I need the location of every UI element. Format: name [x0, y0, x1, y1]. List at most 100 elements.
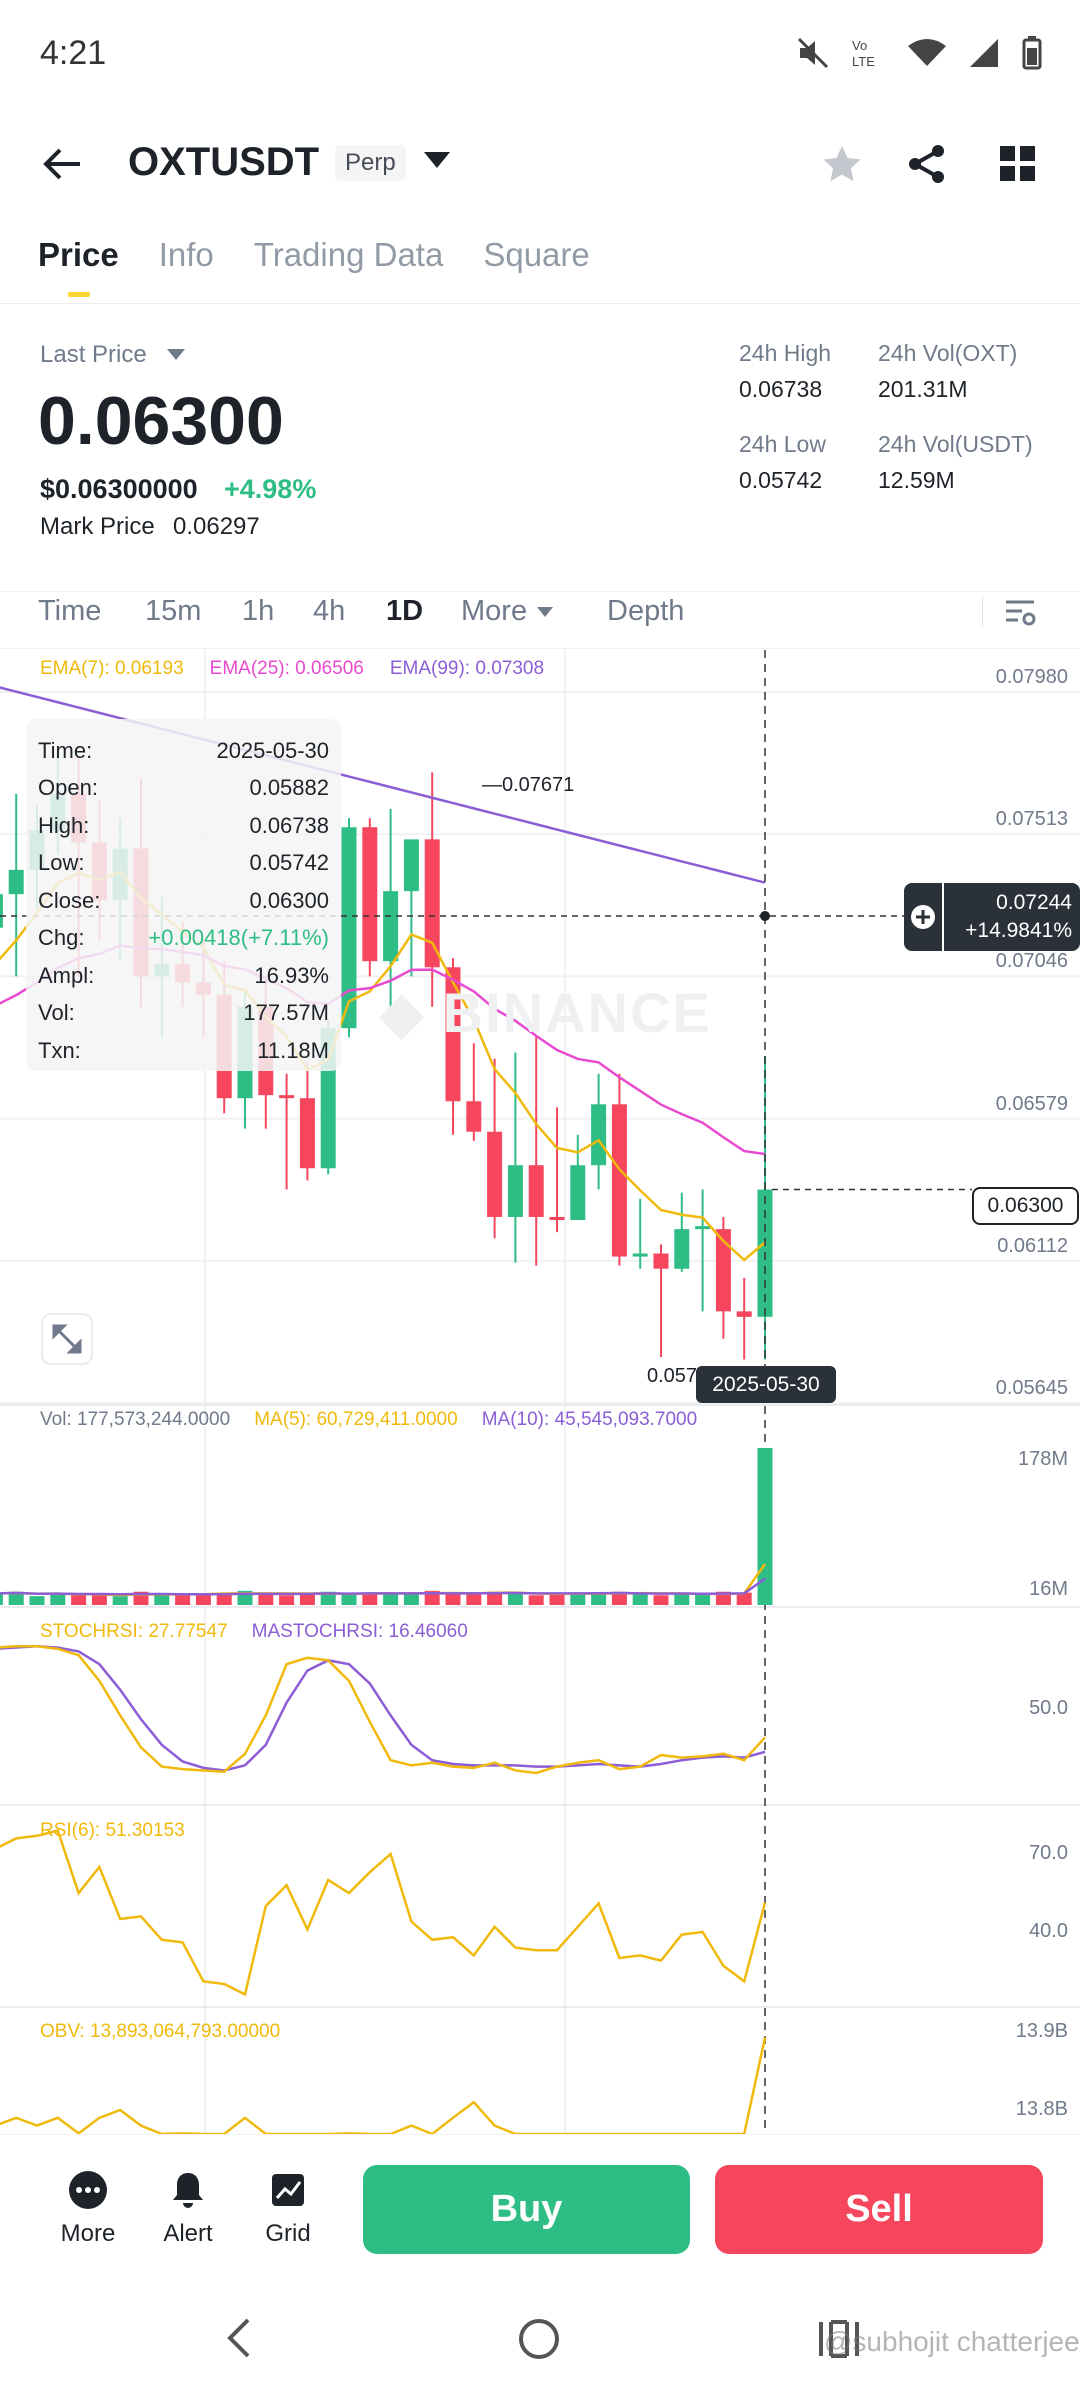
stochrsi-k-legend: STOCHRSI: 27.77547	[40, 1621, 228, 1642]
tooltip-value: 0.05882	[249, 775, 329, 801]
tooltip-value: 0.06300	[249, 887, 329, 913]
grid-icon[interactable]	[1000, 146, 1036, 182]
share-icon[interactable]	[907, 144, 947, 184]
wifi-icon	[908, 39, 946, 66]
candle-body	[487, 1131, 503, 1217]
tooltip-label: Time:	[38, 737, 93, 763]
tooltip-value: 0.05742	[249, 850, 329, 876]
crosshair-price-label[interactable]: 0.07244 +14.9841%	[904, 883, 1080, 951]
grid-bot-icon	[272, 2174, 304, 2206]
volume-bar	[195, 1593, 211, 1605]
star-icon[interactable]	[822, 145, 862, 183]
volume-bar	[549, 1594, 565, 1605]
crosshair-dot	[760, 911, 770, 921]
interval-1d[interactable]: 1D	[386, 595, 424, 627]
add-order-icon[interactable]	[904, 883, 944, 951]
nav-home-icon[interactable]	[518, 2318, 560, 2360]
candle-body	[299, 1098, 315, 1169]
chart-settings-icon[interactable]	[1004, 598, 1038, 628]
tab-info[interactable]: Info	[158, 236, 214, 273]
tab-trading-data[interactable]: Trading Data	[253, 236, 444, 273]
last-price-label: Last Price	[40, 341, 147, 368]
nav-back-icon[interactable]	[224, 2318, 254, 2358]
low-label: 24h Low	[739, 431, 826, 457]
last-price: 0.06300	[38, 383, 284, 459]
volume-bar	[362, 1592, 378, 1605]
obv-tick-bottom: 13.8B	[1015, 2098, 1068, 2120]
tooltip-value: 16.93%	[254, 962, 329, 988]
interval-1h[interactable]: 1h	[242, 595, 275, 627]
bell-icon	[173, 2173, 203, 2208]
volume-bar	[50, 1593, 66, 1605]
chevron-down-icon[interactable]	[424, 152, 450, 170]
interval-15m[interactable]: 15m	[145, 595, 202, 627]
status-time: 4:21	[40, 34, 107, 72]
buy-button[interactable]: Buy	[363, 2165, 690, 2254]
caret-down-icon	[166, 349, 185, 360]
ema99-line	[0, 686, 766, 884]
mute-icon	[797, 37, 829, 69]
vol-tick-top: 178M	[1017, 1448, 1068, 1470]
back-arrow-icon[interactable]	[42, 146, 82, 182]
volume-bar	[112, 1596, 128, 1605]
price-change: +4.98%	[224, 474, 317, 504]
watermark-text: @subhojit chatterjee	[824, 2326, 1080, 2357]
ema99-legend: EMA(99): 0.07308	[389, 658, 545, 679]
volume-bar	[736, 1592, 752, 1605]
volume-bar	[674, 1593, 690, 1605]
obv-tick-top: 13.9B	[1015, 2020, 1068, 2042]
volume-bar	[71, 1595, 87, 1605]
volume-bar	[695, 1594, 711, 1605]
status-icons: Vo LTE	[796, 36, 1042, 70]
svg-text:LTE: LTE	[852, 54, 875, 69]
stochrsi-k-line	[0, 1645, 766, 1775]
price-tick: 0.06112	[997, 1234, 1068, 1257]
volume-bar	[216, 1592, 232, 1605]
volume-bar	[8, 1591, 24, 1605]
tab-price[interactable]: Price	[38, 236, 119, 297]
volume-bar	[528, 1595, 544, 1605]
tab-price-label: Price	[38, 236, 119, 273]
more-button[interactable]: More	[50, 2170, 126, 2248]
ma5-legend: MA(5): 60,729,411.0000	[254, 1409, 458, 1430]
candle-body	[279, 1095, 295, 1099]
candle-body	[715, 1229, 731, 1312]
tab-square[interactable]: Square	[483, 236, 590, 273]
volume-bar	[757, 1448, 773, 1605]
candle-body	[653, 1253, 669, 1269]
rsi-tick-70: 70.0	[1029, 1842, 1068, 1864]
tooltip-row: Vol: 177.57M	[38, 995, 329, 1033]
last-price-selector[interactable]: Last Price	[40, 341, 185, 369]
tooltip-label: Low:	[38, 850, 85, 876]
candle-body	[736, 1311, 752, 1317]
grid-bot-button[interactable]: Grid	[250, 2170, 326, 2248]
expand-chart-button[interactable]	[41, 1313, 93, 1365]
more-label: More	[60, 2220, 116, 2247]
volume-bar	[91, 1594, 107, 1605]
tooltip-row: Open: 0.05882	[38, 770, 329, 808]
volume-legend: Vol: 177,573,244.0000 MA(5): 60,729,411.…	[40, 1409, 697, 1431]
sell-button[interactable]: Sell	[715, 2165, 1043, 2254]
interval-more[interactable]: More	[461, 595, 554, 628]
candle-body	[341, 827, 357, 1029]
candle-body	[445, 967, 461, 1102]
interval-depth[interactable]: Depth	[607, 595, 685, 627]
tooltip-row: Chg: +0.00418(+7.11%)	[38, 920, 329, 958]
svg-text:Vo: Vo	[852, 38, 867, 53]
volume-bar	[403, 1594, 419, 1605]
caret-down-icon	[537, 606, 554, 617]
price-tick: 0.07046	[995, 950, 1068, 973]
tooltip-label: Txn:	[38, 1037, 81, 1063]
alert-button[interactable]: Alert	[150, 2170, 226, 2248]
rsi-line	[0, 1829, 767, 1997]
tooltip-label: Ampl:	[38, 962, 95, 988]
interval-4h[interactable]: 4h	[313, 595, 346, 627]
ema-legend: EMA(7): 0.06193 EMA(25): 0.06506 EMA(99)…	[40, 658, 544, 680]
volume-bar	[632, 1594, 648, 1605]
nav-recents-icon[interactable]	[818, 2320, 860, 2358]
symbol-title[interactable]: OXTUSDT	[128, 140, 320, 184]
interval-time[interactable]: Time	[38, 595, 102, 627]
tooltip-value: +0.00418(+7.11%)	[148, 925, 329, 951]
volume-bar	[611, 1591, 627, 1605]
vol-legend: Vol: 177,573,244.0000	[40, 1409, 231, 1430]
